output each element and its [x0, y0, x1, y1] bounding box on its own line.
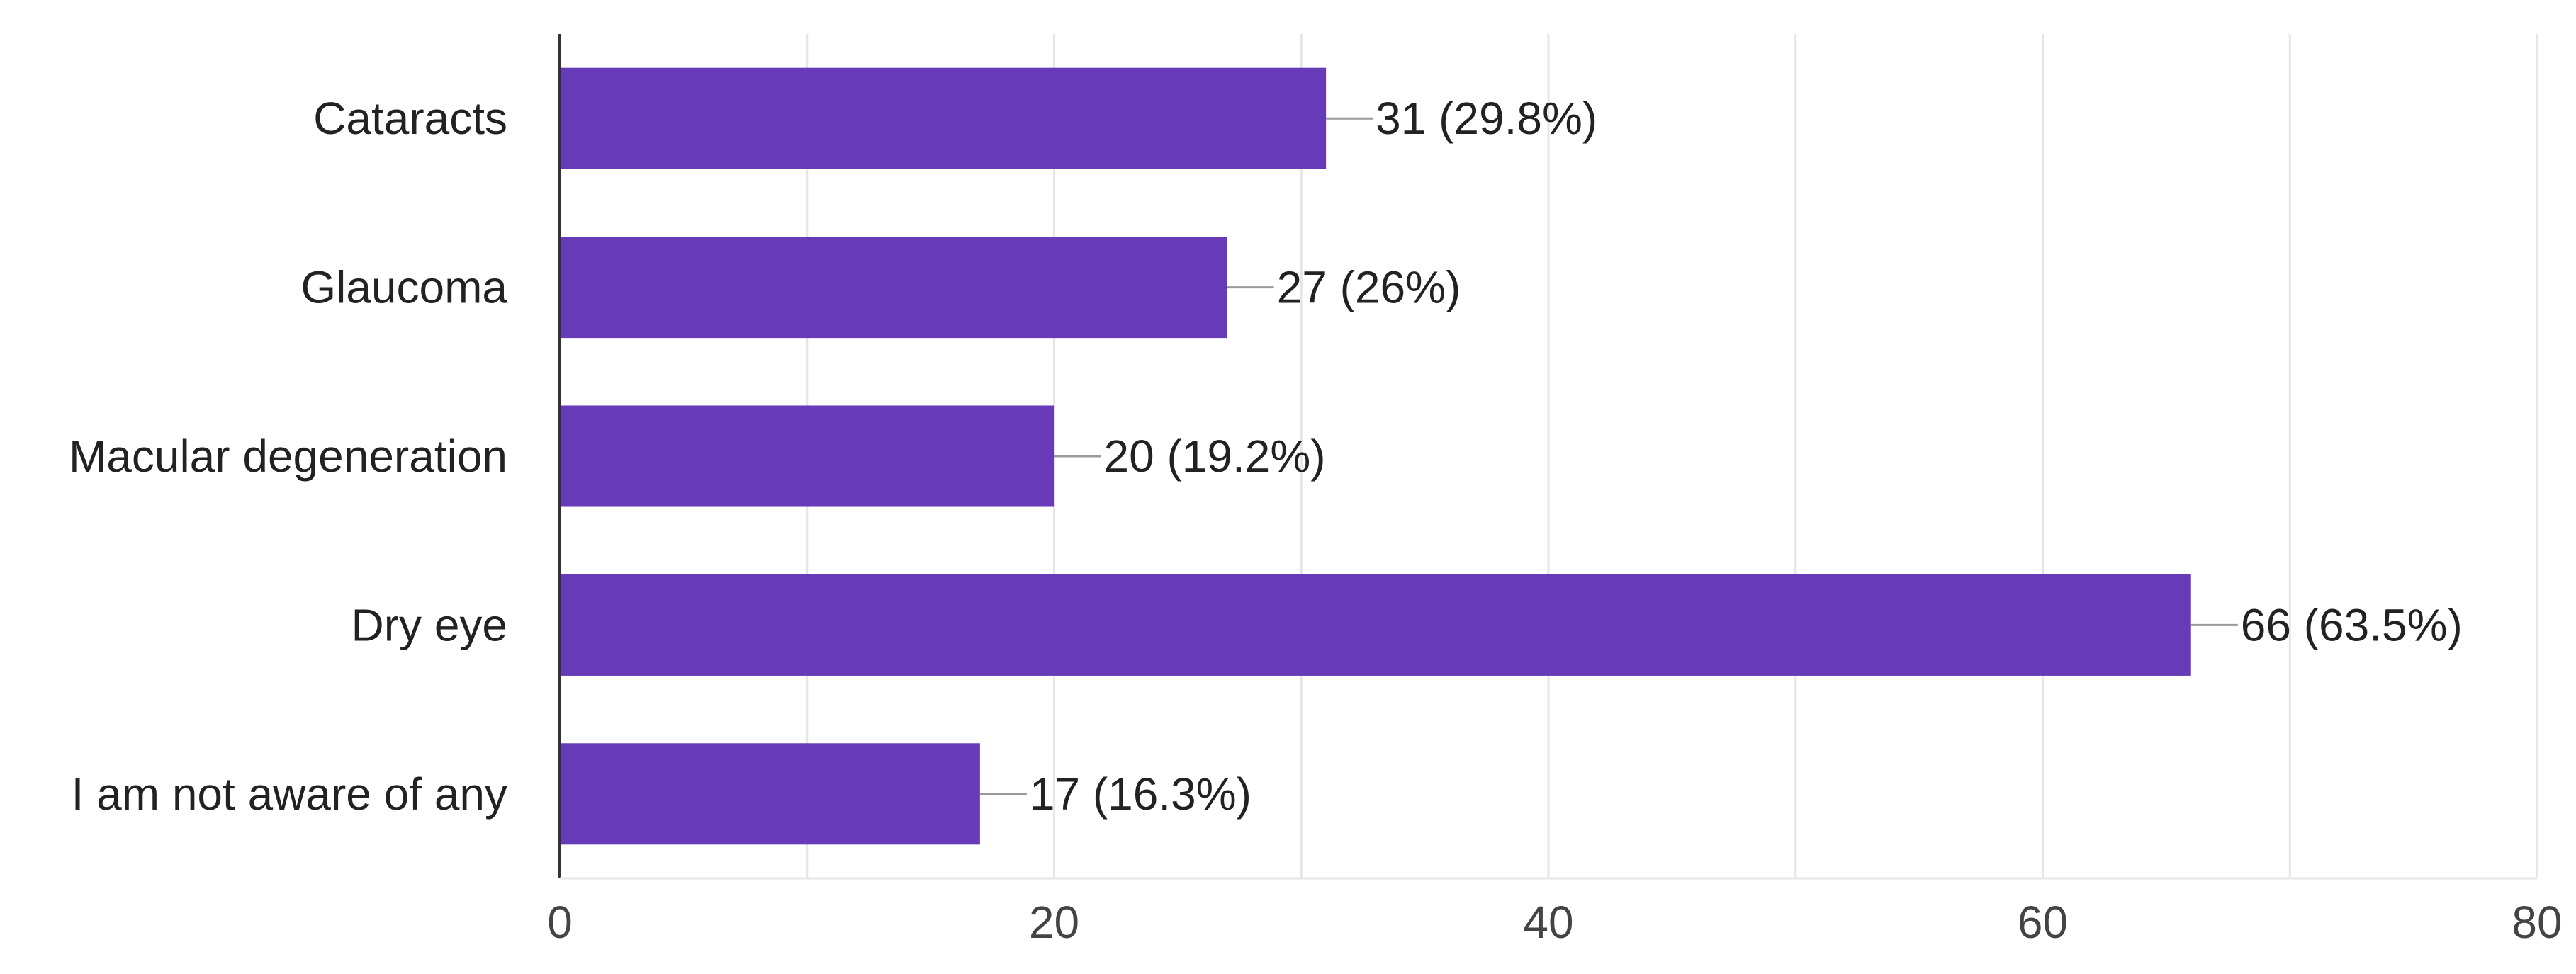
- axes: [558, 34, 2537, 880]
- grid-lines: [806, 34, 2538, 878]
- category-label-4: I am not aware of any: [72, 769, 507, 820]
- bar-0: [560, 67, 1327, 169]
- bar-4: [560, 743, 980, 845]
- labels: Cataracts 31 (29.8%) Glaucoma 27 (26%) Macul…: [69, 93, 2563, 948]
- bar-2: [560, 405, 1054, 507]
- data-label-0: 31 (29.8%): [1376, 93, 1597, 144]
- category-label-2: Macular degeneration: [69, 431, 507, 482]
- bar-3: [560, 574, 2191, 676]
- category-label-1: Glaucoma: [300, 262, 507, 313]
- data-label-1: 27 (26%): [1277, 262, 1461, 313]
- category-label-0: Cataracts: [313, 93, 507, 144]
- x-tick-label-3: 60: [2018, 897, 2068, 948]
- data-label-3: 66 (63.5%): [2241, 599, 2463, 650]
- category-label-3: Dry eye: [351, 599, 508, 650]
- bar-1: [560, 237, 1227, 339]
- bars: [560, 67, 2191, 845]
- data-label-4: 17 (16.3%): [1030, 769, 1252, 820]
- x-tick-label-2: 40: [1523, 897, 1573, 948]
- data-label-2: 20 (19.2%): [1104, 431, 1326, 482]
- x-tick-label-1: 20: [1029, 897, 1079, 948]
- x-tick-label-4: 80: [2512, 897, 2562, 948]
- x-tick-label-0: 0: [547, 897, 573, 948]
